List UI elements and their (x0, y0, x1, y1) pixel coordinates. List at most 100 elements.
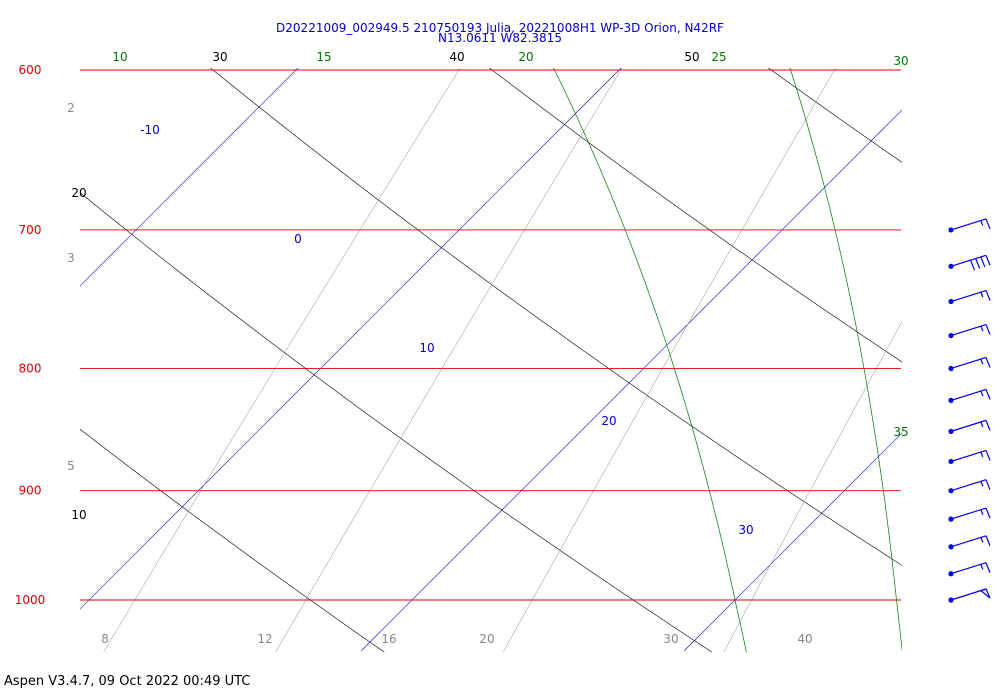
wind-barb (948, 419, 991, 434)
wind-barb (948, 479, 991, 494)
mixing-ratio-label: 20 (479, 632, 494, 646)
wind-barb-half-feather (980, 220, 984, 226)
wind-barb (948, 289, 991, 305)
wind-barb (948, 388, 991, 404)
wind-barb-half-feather (980, 390, 984, 397)
wind-barb-staff (950, 479, 987, 492)
mixing-ratio-line (103, 68, 461, 652)
dry-adiabat-line (488, 68, 902, 363)
mixing-ratio-label: 2 (67, 101, 75, 115)
wind-barb (948, 535, 991, 550)
wind-barb-feather (980, 256, 986, 268)
pressure-tick-label: 800 (19, 361, 42, 375)
wind-barb-staff (950, 449, 987, 463)
moist-adiabat-line (789, 68, 902, 652)
mixing-ratio-line (723, 321, 902, 652)
isotherm-label: 0 (294, 232, 302, 246)
dry-adiabat-line (80, 428, 385, 652)
isotherm-line (80, 68, 299, 287)
dry-adiabat-label: 20 (71, 186, 86, 200)
isotherm-label: 10 (419, 341, 434, 355)
dry-adiabat-label: 10 (71, 508, 86, 522)
wind-barb-feather (985, 255, 991, 266)
moist-adiabat-label: 10 (112, 50, 127, 64)
wind-barb-feather (975, 258, 981, 269)
wind-barb-half-feather (980, 509, 984, 515)
wind-barb-feather (985, 420, 991, 431)
mixing-ratio-label: 8 (101, 632, 109, 646)
wind-barb (948, 254, 991, 271)
wind-barb (948, 449, 991, 465)
isotherm-line (80, 68, 622, 610)
mixing-ratio-label: 16 (381, 632, 396, 646)
wind-barb-feather (985, 389, 991, 400)
wind-barb-staff (950, 535, 987, 548)
wind-barb-half-feather (980, 291, 984, 298)
isotherm-label: 20 (601, 414, 616, 428)
dry-adiabat-line (767, 68, 902, 163)
wind-barb-half-feather (980, 451, 984, 458)
wind-barb-half-feather (980, 325, 984, 332)
wind-barb-half-feather (980, 481, 984, 487)
isotherm-line (684, 432, 902, 651)
wind-barb-feather (985, 507, 991, 519)
pressure-tick-label: 700 (19, 223, 42, 237)
wind-barb (948, 323, 991, 339)
wind-barb-staff (950, 254, 987, 267)
wind-barb-feather (970, 259, 976, 271)
chart-title-line1: D20221009_002949.5 210750193 Julia, 2022… (276, 21, 724, 35)
mixing-ratio-label: 30 (663, 632, 678, 646)
wind-barb-staff (950, 388, 987, 401)
mixing-ratio-line (275, 68, 623, 652)
moist-adiabat-label: 15 (316, 50, 331, 64)
wind-barb-staff (950, 507, 987, 520)
pressure-tick-label: 1000 (15, 593, 46, 607)
wind-barb-feather (985, 479, 991, 490)
isobar-lines (80, 69, 901, 601)
wind-barb-staff (950, 356, 987, 370)
moist-adiabat-label: 20 (518, 50, 533, 64)
pressure-tick-label: 900 (19, 484, 42, 498)
mixing-ratio-label: 5 (67, 459, 75, 473)
wind-barb-feather (985, 218, 991, 230)
moist-adiabat-label: 25 (711, 50, 726, 64)
dry-adiabat-line (0, 0, 68, 660)
chart-title-line2: N13.0611 W82.3815 (438, 31, 562, 45)
mixing-ratio-label: 3 (67, 251, 75, 265)
wind-barb-station (948, 571, 954, 577)
moist-adiabat-line (553, 68, 747, 652)
isotherm-label: -10 (140, 123, 160, 137)
temperature-tick-label: 40 (449, 50, 464, 64)
wind-barb-staff (950, 289, 987, 303)
wind-barb-flag (979, 588, 991, 599)
dry-adiabat-line (947, 0, 1000, 660)
wind-barb (948, 588, 991, 603)
wind-barb-feather (985, 357, 991, 368)
dry-adiabat-line (210, 68, 902, 566)
wind-barb (948, 507, 991, 522)
temperature-tick-label: 50 (684, 50, 699, 64)
moist-adiabat-label: 30 (893, 54, 908, 68)
wind-barb (948, 218, 991, 233)
mixing-ratio-label: 12 (257, 632, 272, 646)
pressure-tick-label: 600 (19, 63, 42, 77)
wind-barb-feather (985, 535, 991, 547)
wind-barb-staff (950, 218, 987, 231)
wind-barb-half-feather (980, 358, 984, 365)
footer-text: Aspen V3.4.7, 09 Oct 2022 00:49 UTC (4, 674, 251, 689)
wind-barb-half-feather (980, 564, 984, 570)
wind-barb (948, 356, 991, 372)
wind-barb-half-feather (980, 537, 984, 543)
wind-barb-feather (985, 450, 991, 461)
moist-adiabat-label: 35 (893, 425, 908, 439)
temperature-tick-label: 30 (212, 50, 227, 64)
wind-barb-feather (985, 290, 991, 301)
wind-barbs (948, 218, 991, 603)
wind-barb-staff (950, 562, 987, 575)
mixing-ratio-line (502, 68, 836, 652)
wind-barb (948, 562, 991, 577)
isotherm-line (361, 109, 902, 651)
